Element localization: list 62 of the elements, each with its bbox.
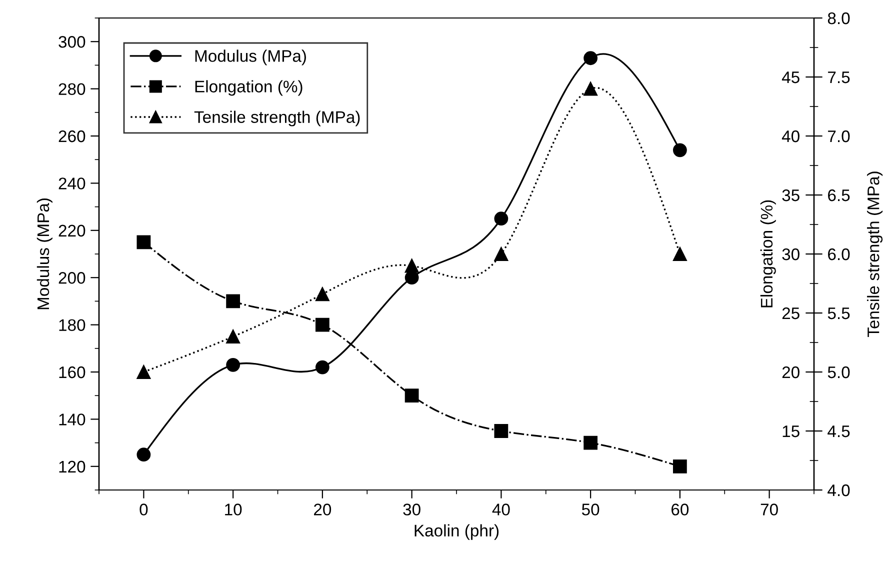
y3-tick-label: 5.5: [828, 308, 850, 320]
y3-tick-label: 8.0: [828, 12, 850, 24]
x-axis-title: Kaolin (phr): [414, 524, 499, 540]
point: [136, 448, 151, 462]
y-tick-label: 180: [59, 319, 86, 332]
x-tick-label: 20: [314, 504, 332, 516]
point: [136, 365, 151, 379]
point: [404, 258, 419, 273]
y2-axis-title: Elongation (%): [760, 200, 776, 308]
y-tick-label: 260: [58, 130, 86, 142]
point: [226, 358, 240, 372]
y2-tick-label: 40: [782, 130, 800, 142]
y2-tick-label: 35: [782, 189, 800, 202]
y3-tick-label: 4.0: [828, 484, 850, 496]
y2-tick-label: 15: [782, 426, 800, 438]
point: [672, 247, 687, 261]
point: [494, 212, 508, 226]
point: [226, 294, 240, 308]
point: [672, 143, 687, 158]
y3-tick-label: 7.5: [828, 72, 850, 84]
legend-label: Elongation (%): [195, 80, 302, 96]
y2-tick-label: 25: [782, 307, 800, 320]
point: [672, 459, 687, 474]
y3-tick-label: 6.0: [828, 248, 850, 260]
point: [584, 82, 598, 96]
point: [584, 436, 598, 450]
y3-tick-label: 5.0: [828, 366, 850, 378]
x-tick-label: 50: [582, 504, 600, 516]
y-tick-label: 300: [58, 36, 86, 48]
y-axis-title: Modulus (MPa): [36, 198, 52, 310]
point: [315, 287, 330, 302]
x-tick-label: 70: [760, 504, 778, 516]
point: [584, 51, 598, 66]
y3-tick-label: 7.0: [828, 130, 850, 142]
y3-axis-title: Tensile strength (MPa): [867, 172, 883, 337]
legend-label: Modulus (MPa): [195, 50, 306, 66]
point: [226, 330, 240, 344]
point: [404, 388, 419, 403]
y2-tick-label: 20: [782, 366, 800, 378]
x-tick-label: 30: [403, 504, 420, 516]
y3-tick-label: 4.5: [828, 426, 850, 438]
point: [404, 270, 419, 285]
y-tick-label: 140: [59, 414, 86, 426]
y-tick-label: 120: [59, 460, 86, 473]
y2-tick-label: 45: [782, 72, 800, 84]
point: [315, 360, 330, 374]
x-tick-label: 0: [140, 504, 148, 516]
point: [494, 247, 508, 261]
y-tick-label: 200: [58, 272, 86, 284]
point: [494, 424, 508, 438]
x-tick-label: 40: [492, 504, 510, 516]
point: [136, 235, 151, 250]
y-tick-label: 240: [58, 178, 86, 190]
y-tick-label: 280: [58, 83, 86, 96]
y3-tick-label: 6.5: [828, 189, 850, 202]
x-tick-label: 10: [225, 504, 242, 516]
point: [315, 318, 330, 332]
y-tick-label: 160: [59, 366, 86, 378]
y-tick-label: 220: [58, 224, 86, 237]
legend-label: Tensile strength (MPa): [194, 110, 360, 126]
x-tick-label: 60: [672, 504, 689, 516]
y2-tick-label: 30: [782, 248, 800, 260]
